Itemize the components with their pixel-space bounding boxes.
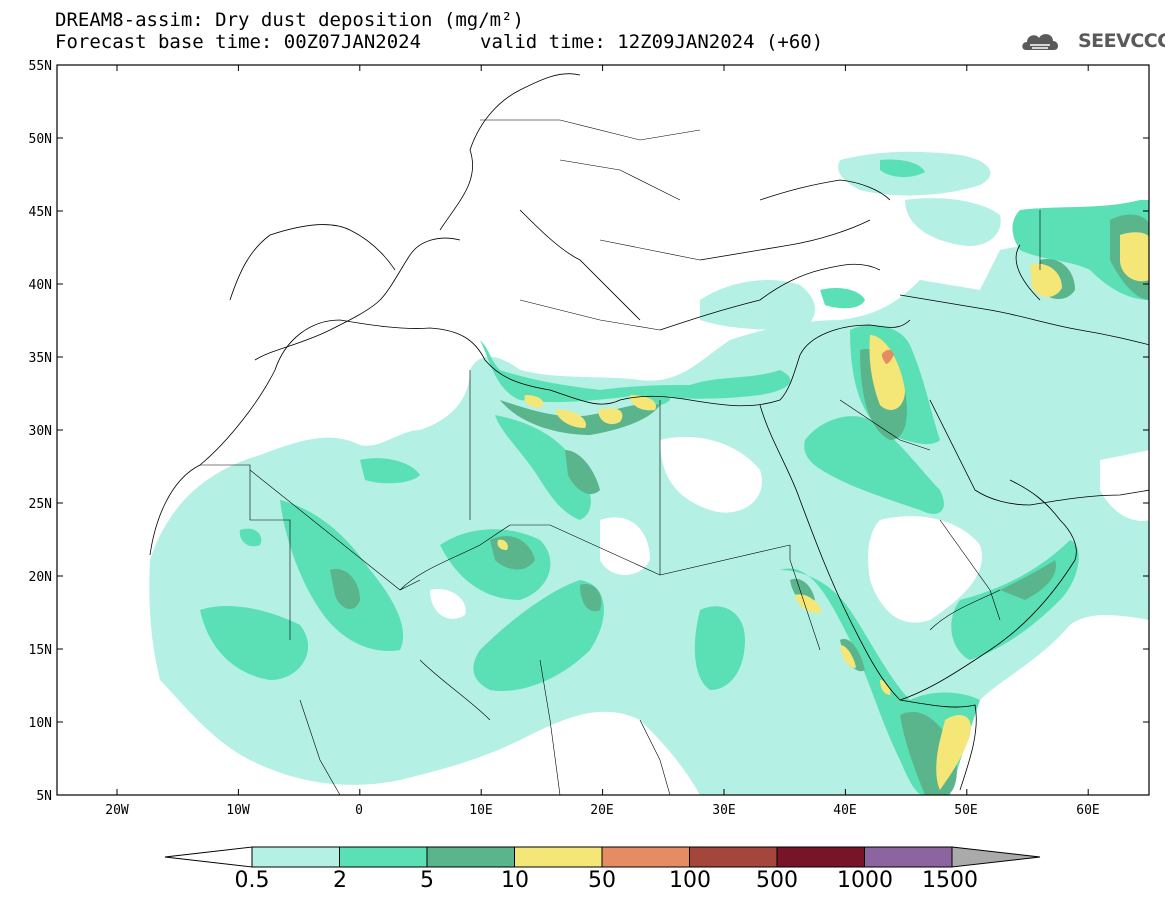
colorbar-box (776, 846, 865, 868)
colorbar-box (864, 846, 953, 868)
lon-label: 60E (1076, 803, 1099, 818)
lon-label: 20W (105, 803, 129, 818)
colorbar-label: 1000 (837, 868, 893, 893)
colorbar-min-arrow (164, 846, 253, 868)
dust-level-peak (881, 349, 894, 364)
colorbar-max-arrow (951, 846, 1041, 868)
cloud-logo-icon (1022, 34, 1059, 50)
colorbar-box (251, 846, 340, 868)
coastlines (149, 73, 1149, 791)
colorbar-box (339, 846, 428, 868)
lon-label: 30E (712, 803, 735, 818)
country-borders (200, 119, 1041, 795)
lat-label: 50N (29, 132, 52, 147)
colorbar-label: 0.5 (234, 868, 270, 893)
dust-level-high (497, 232, 1149, 790)
colorbar-label: 100 (669, 868, 711, 893)
colorbar-box (689, 846, 778, 868)
lat-label: 25N (29, 497, 52, 512)
lon-label: 10W (226, 803, 250, 818)
colorbar-label: 10 (501, 868, 529, 893)
colorbar-label: 2 (333, 868, 347, 893)
lat-label: 20N (29, 570, 52, 585)
map-title: DREAM8-assim: Dry dust deposition (mg/m²… (55, 9, 524, 31)
colorbar-label: 50 (588, 868, 616, 893)
forecast-base-time: Forecast base time: 00Z07JAN2024 (55, 31, 422, 53)
colorbar-box (426, 846, 515, 868)
lon-label: 40E (833, 803, 856, 818)
dust-free-areas (246, 326, 1149, 623)
dust-map: 55N 50N 45N 40N 35N 30N 25N 20N 15N 10N … (29, 59, 1150, 818)
lat-label: 15N (29, 643, 52, 658)
lat-label: 30N (29, 424, 52, 439)
dust-field (149, 73, 1149, 795)
valid-time: valid time: 12Z09JAN2024 (+60) (480, 31, 824, 53)
logo-text: SEEVCCC (1078, 30, 1165, 52)
colorbar-box (514, 846, 603, 868)
lat-label: 10N (29, 716, 52, 731)
lat-label: 35N (29, 351, 52, 366)
lon-label: 20E (590, 803, 613, 818)
lat-label: 45N (29, 205, 52, 220)
lon-label: 50E (954, 803, 977, 818)
lat-label: 55N (29, 59, 52, 74)
lat-label: 5N (36, 789, 52, 804)
lon-label: 0 (355, 803, 363, 818)
colorbar-label: 1500 (922, 868, 978, 893)
lon-label: 10E (469, 803, 492, 818)
lat-label: 40N (29, 278, 52, 293)
colorbar (164, 846, 1041, 868)
colorbar-label: 5 (420, 868, 434, 893)
colorbar-label: 500 (756, 868, 798, 893)
colorbar-box (601, 846, 690, 868)
